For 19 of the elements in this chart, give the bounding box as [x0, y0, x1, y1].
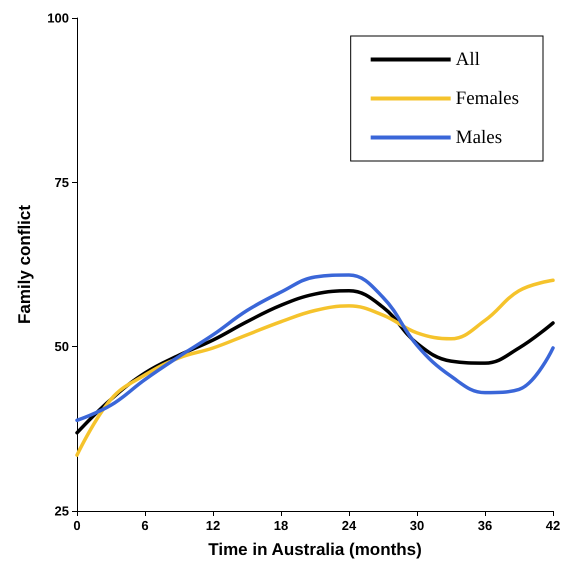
x-tick-label: 18: [274, 518, 288, 533]
y-tick-label: 100: [47, 10, 69, 26]
legend-label: Females: [456, 88, 520, 109]
y-tick-label: 75: [54, 174, 69, 190]
legend-label: Males: [456, 127, 502, 148]
x-tick-label: 6: [141, 518, 149, 533]
line-series: [75, 278, 555, 457]
x-tick-label: 36: [478, 518, 492, 533]
x-tick-label: 42: [546, 518, 560, 533]
y-tick-label: 50: [54, 339, 69, 354]
x-tick-label: 0: [73, 518, 81, 533]
x-tick-label: 30: [410, 518, 424, 533]
line-series: [75, 273, 555, 422]
legend-label: All: [456, 49, 480, 70]
x-axis-title: Time in Australia (months): [208, 540, 422, 559]
x-tick-label: 24: [342, 518, 357, 533]
x-tick-label: 12: [206, 518, 220, 533]
y-axis-title: Family conflict: [15, 204, 34, 324]
y-tick-label: 25: [54, 504, 69, 518]
